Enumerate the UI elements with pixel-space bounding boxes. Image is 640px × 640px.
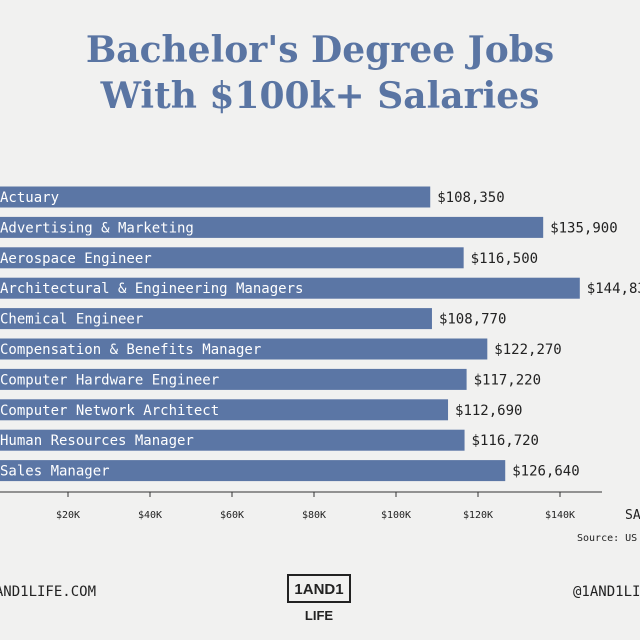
x-tick-label: $140K [545, 510, 575, 521]
value-label: $112,690 [455, 403, 522, 419]
logo: 1AND1 [294, 581, 343, 598]
value-label: $117,220 [474, 372, 541, 388]
value-label: $144,830 [587, 281, 640, 297]
logo-box [287, 574, 351, 603]
chart-title: Bachelor's Degree Jobs [86, 29, 554, 71]
bar [0, 308, 432, 330]
x-tick-label: $120K [463, 510, 493, 521]
category-label: Actuary [0, 190, 59, 206]
category-label: Advertising & Marketing [0, 220, 194, 236]
x-tick-label: $40K [138, 510, 162, 521]
x-tick-label: $20K [56, 510, 80, 521]
bar [0, 368, 467, 390]
x-tick-label: $60K [220, 510, 244, 521]
value-label: $116,500 [471, 251, 538, 267]
category-label: Human Resources Manager [0, 433, 194, 449]
bar [0, 247, 464, 269]
source: Source: US [577, 533, 637, 544]
category-label: Architectural & Engineering Managers [0, 281, 303, 297]
bar [0, 399, 449, 421]
bar [0, 338, 488, 360]
x-tick-label: $100K [381, 510, 411, 521]
value-label: $108,350 [437, 190, 504, 206]
value-label: $135,900 [550, 220, 617, 236]
category-label: Computer Network Architect [0, 403, 219, 419]
category-label: Sales Manager [0, 464, 110, 480]
category-label: Compensation & Benefits Manager [0, 342, 261, 358]
logo: LIFE [305, 608, 333, 623]
bar [0, 429, 465, 451]
value-label: $122,270 [494, 342, 561, 358]
bar [0, 277, 580, 299]
category-label: Aerospace Engineer [0, 251, 152, 267]
value-label: $108,770 [439, 312, 506, 328]
bar [0, 460, 506, 482]
value-label: $116,720 [472, 433, 539, 449]
x-axis-label: SALARY [625, 508, 640, 523]
category-label: Chemical Engineer [0, 312, 143, 328]
category-label: Computer Hardware Engineer [0, 372, 219, 388]
bar [0, 216, 544, 238]
chart-title: With $100k+ Salaries [100, 75, 540, 117]
value-label: $126,640 [512, 464, 579, 480]
x-tick-label: $80K [302, 510, 326, 521]
bar [0, 186, 431, 208]
